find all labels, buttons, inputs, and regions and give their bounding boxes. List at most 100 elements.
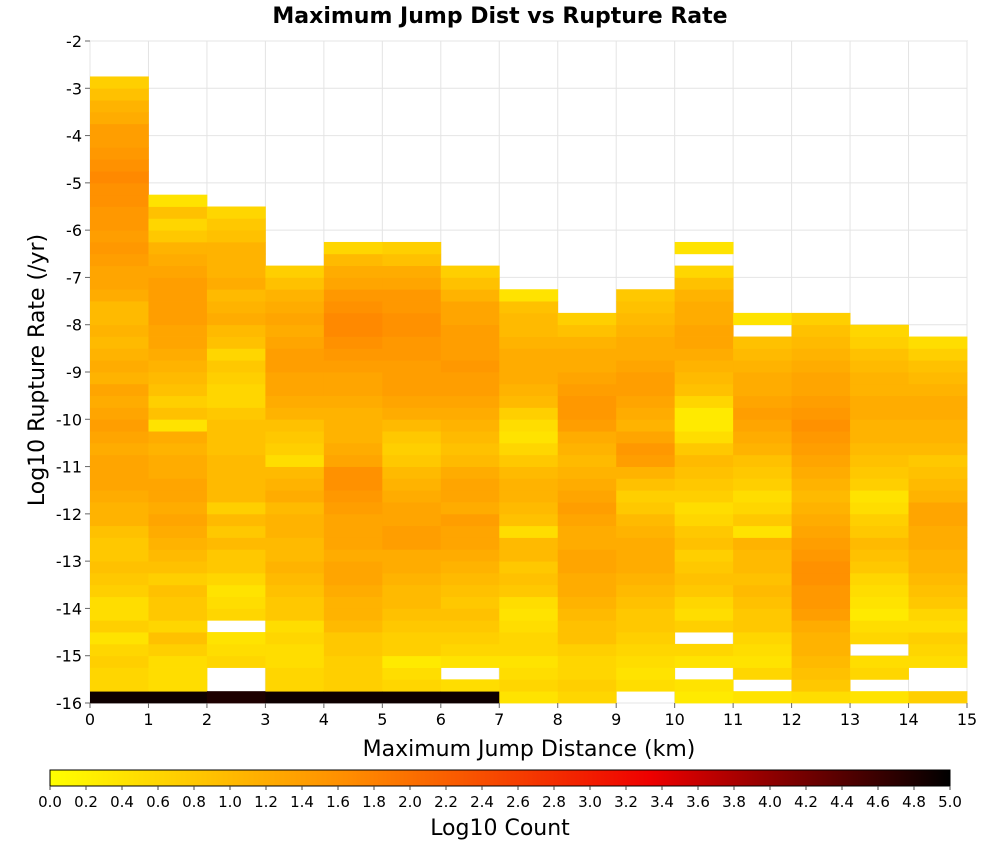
- heatmap-cell: [90, 123, 149, 136]
- heatmap-cell: [616, 667, 676, 680]
- heatmap-cell: [440, 395, 500, 408]
- heatmap-cell: [791, 537, 851, 550]
- heatmap-cell: [148, 301, 208, 314]
- heatmap-cell: [148, 525, 208, 538]
- y-tick-label: -10: [56, 410, 82, 429]
- heatmap-cell: [382, 608, 442, 621]
- heatmap-cell: [850, 525, 909, 538]
- heatmap-cell: [791, 312, 851, 326]
- heatmap-cell: [850, 549, 909, 562]
- heatmap-cell: [382, 549, 442, 562]
- heatmap-cell: [440, 691, 500, 704]
- y-tick-label: -5: [66, 174, 82, 193]
- heatmap-cell: [850, 372, 909, 385]
- heatmap-cell: [440, 572, 500, 586]
- colorbar-tick-label: 4.8: [902, 793, 926, 811]
- heatmap-cell: [616, 383, 676, 397]
- heatmap-cell: [148, 241, 208, 255]
- heatmap-cell: [206, 561, 266, 574]
- heatmap-cell: [206, 289, 266, 302]
- heatmap-cell: [90, 289, 149, 302]
- heatmap-cell: [148, 372, 208, 385]
- heatmap-cell: [616, 572, 676, 586]
- heatmap-cell: [616, 419, 676, 432]
- heatmap-cell: [323, 336, 383, 349]
- heatmap-cell: [323, 360, 383, 373]
- heatmap-cell: [791, 360, 851, 373]
- heatmap-cell: [265, 608, 325, 621]
- y-tick-label: -3: [66, 79, 82, 98]
- heatmap-cell: [265, 502, 325, 515]
- heatmap-cell: [674, 360, 734, 373]
- heatmap-cell: [850, 584, 909, 598]
- heatmap-cell: [674, 348, 734, 361]
- colorbar-tick-label: 3.8: [722, 793, 746, 811]
- heatmap-cell: [908, 620, 968, 633]
- heatmap-cell: [791, 431, 851, 444]
- heatmap-cell: [148, 360, 208, 373]
- heatmap-cell: [90, 194, 149, 207]
- heatmap-cell: [265, 667, 325, 680]
- x-tick-label: 10: [664, 710, 684, 729]
- heatmap-cell: [674, 502, 734, 515]
- heatmap-cell: [733, 513, 792, 527]
- heatmap-cell: [850, 502, 909, 515]
- heatmap-cell: [499, 549, 559, 562]
- heatmap-cell: [499, 667, 559, 680]
- heatmap-cell: [382, 383, 442, 397]
- y-tick-label: -6: [66, 221, 82, 240]
- heatmap-cell: [148, 289, 208, 302]
- heatmap-cell: [323, 632, 383, 645]
- heatmap-cell: [148, 478, 208, 491]
- heatmap-cell: [674, 395, 734, 408]
- heatmap-cell: [440, 490, 500, 503]
- heatmap-cell: [499, 513, 559, 527]
- heatmap-cell: [674, 608, 734, 621]
- heatmap-cell: [323, 289, 383, 302]
- heatmap-cell: [90, 147, 149, 160]
- heatmap-cell: [440, 596, 500, 609]
- heatmap-cell: [90, 182, 149, 196]
- heatmap-cell: [206, 490, 266, 503]
- heatmap-cell: [616, 549, 676, 562]
- heatmap-cell: [323, 608, 383, 621]
- heatmap-cell: [440, 431, 500, 444]
- heatmap-cell: [148, 277, 208, 290]
- heatmap-cell: [733, 395, 792, 408]
- heatmap-cell: [265, 561, 325, 574]
- heatmap-cell: [557, 525, 617, 538]
- heatmap-cell: [265, 655, 325, 668]
- heatmap-cell: [90, 265, 149, 278]
- heatmap-cell: [206, 584, 266, 598]
- heatmap-cell: [90, 620, 149, 633]
- heatmap-cell: [791, 655, 851, 668]
- heatmap-cell: [733, 643, 792, 657]
- heatmap-cell: [265, 336, 325, 349]
- heatmap-cell: [733, 525, 792, 538]
- heatmap-cell: [206, 655, 266, 668]
- heatmap-cell: [148, 466, 208, 479]
- colorbar-tick-label: 0.8: [182, 793, 206, 811]
- heatmap-cell: [148, 348, 208, 361]
- heatmap-cell: [382, 667, 442, 680]
- heatmap-cell: [206, 454, 266, 467]
- heatmap-cell: [791, 383, 851, 397]
- heatmap-cell: [850, 383, 909, 397]
- heatmap-cell: [265, 643, 325, 657]
- heatmap-cell: [499, 502, 559, 515]
- heatmap-cells: [90, 76, 968, 704]
- heatmap-cell: [499, 608, 559, 621]
- heatmap-cell: [323, 301, 383, 314]
- heatmap-cell: [323, 324, 383, 337]
- heatmap-cell: [323, 502, 383, 515]
- heatmap-cell: [265, 679, 325, 692]
- heatmap-cell: [674, 407, 734, 420]
- heatmap-cell: [674, 691, 734, 704]
- heatmap-cell: [733, 537, 792, 550]
- heatmap-cell: [733, 478, 792, 491]
- heatmap-cell: [148, 312, 208, 326]
- heatmap-cell: [90, 383, 149, 397]
- heatmap-cell: [499, 301, 559, 314]
- heatmap-cell: [206, 372, 266, 385]
- heatmap-cell: [616, 525, 676, 538]
